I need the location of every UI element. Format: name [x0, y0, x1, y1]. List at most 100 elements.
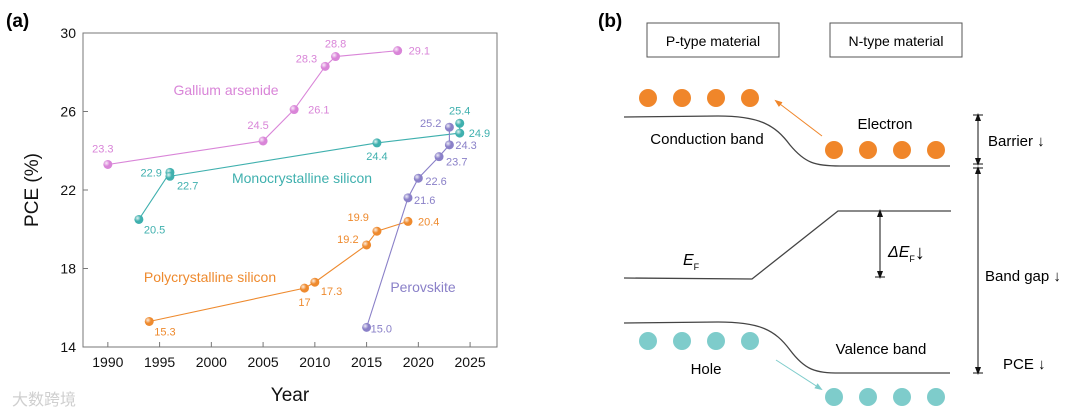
x-tick-label: 2000: [196, 354, 227, 370]
electron-dot: [707, 89, 725, 107]
electron-dot: [639, 89, 657, 107]
electron-dot: [859, 141, 877, 159]
series-perovskite: 15.0 21.6 22.623.7 24.3 25.2 Perovskite: [362, 118, 477, 335]
data-label: 20.5: [144, 224, 165, 236]
data-point-highlight: [455, 118, 465, 128]
series-polycrystalline-silicon: 15.3 17 17.3 19.2 19.9 20.4 Polycrystalline si…: [144, 212, 440, 338]
data-label: 22.7: [177, 180, 198, 192]
electron-label: Electron: [857, 116, 912, 133]
series-monocrystalline-silicon: 20.5 22.9 22.7 24.4 24.9 25.4 Monocrystalline …: [134, 105, 490, 236]
conduction-band-label: Conduction band: [650, 131, 763, 148]
electron-dot: [893, 141, 911, 159]
data-point-highlight: [362, 322, 372, 332]
band-gap-label: Band gap ↓: [985, 268, 1061, 285]
valence-band-label: Valence band: [836, 341, 927, 358]
data-label: 25.4: [449, 105, 470, 117]
data-point-highlight: [258, 136, 268, 146]
hole-dot: [741, 332, 759, 350]
panel-b-label: (b): [598, 11, 622, 32]
data-point-highlight: [165, 171, 175, 181]
hole-label: Hole: [691, 361, 722, 378]
data-point-highlight: [362, 240, 372, 250]
x-tick-label: 2015: [351, 354, 382, 370]
data-point-highlight: [413, 173, 423, 183]
data-label: 15.3: [154, 326, 175, 338]
hole-dot: [673, 332, 691, 350]
plot-frame: [82, 32, 498, 348]
y-tick-label: 14: [60, 339, 76, 355]
data-point-highlight: [393, 46, 403, 56]
electron-dot: [927, 141, 945, 159]
data-label: 21.6: [414, 195, 435, 207]
holes: [639, 332, 945, 406]
data-point-highlight: [134, 214, 144, 224]
p-type-box: [646, 22, 780, 58]
series-name-label: Polycrystalline silicon: [144, 269, 276, 285]
data-point-highlight: [403, 216, 413, 226]
data-point-highlight: [372, 226, 382, 236]
data-label: 17: [298, 297, 310, 309]
n-type-box: [829, 22, 963, 58]
data-label: 28.8: [325, 39, 346, 51]
x-tick-label: 1990: [92, 354, 123, 370]
x-tick-label: 2010: [299, 354, 330, 370]
data-label: 17.3: [321, 286, 342, 298]
panel-a-label: (a): [6, 11, 29, 32]
data-point-highlight: [299, 283, 309, 293]
data-label: 24.4: [366, 151, 387, 163]
hole-dot: [707, 332, 725, 350]
data-point-highlight: [310, 277, 320, 287]
data-label: 29.1: [409, 46, 430, 58]
data-point-highlight: [455, 128, 465, 138]
x-tick-label: 2020: [403, 354, 434, 370]
data-point-highlight: [289, 105, 299, 115]
data-label: 23.7: [446, 157, 467, 169]
hole-dot: [825, 388, 843, 406]
data-label: 19.9: [348, 212, 369, 224]
electron-dot: [673, 89, 691, 107]
data-label: 24.3: [455, 140, 476, 152]
x-tick-label: 2025: [455, 354, 486, 370]
pce-label: PCE ↓: [1003, 356, 1046, 373]
fermi-level-label: EF: [683, 252, 700, 272]
barrier-label: Barrier ↓: [988, 133, 1045, 150]
y-tick-label: 22: [60, 182, 76, 198]
conduction-band-line: [623, 115, 950, 167]
data-label: 26.1: [308, 105, 329, 117]
data-label: 23.3: [92, 143, 113, 155]
hole-dot: [639, 332, 657, 350]
watermark: 大数跨境: [12, 390, 76, 409]
series-name-label: Monocrystalline silicon: [232, 170, 372, 186]
pce-chart: 1990 1995 2000 2005 2010 2015 2020 2025 14 18 22 26…: [22, 25, 498, 406]
y-tick-label: 18: [60, 261, 76, 277]
data-point-highlight: [403, 193, 413, 203]
electrons: [639, 89, 945, 159]
series-line: [149, 220, 409, 323]
series-gallium-arsenide: 23.3 24.5 26.1 28.3 28.8 29.1 Gallium arsenide: [92, 39, 430, 169]
x-axis-title: Year: [271, 385, 310, 406]
data-label: 19.2: [337, 234, 358, 246]
data-label: 20.4: [418, 216, 439, 228]
x-tick-label: 2005: [248, 354, 279, 370]
data-point-highlight: [444, 140, 454, 150]
band-diagram: (b) P-type material N-type material Cond…: [598, 11, 1061, 406]
hole-arrow: [775, 359, 823, 391]
data-point-highlight: [320, 61, 330, 71]
series-name-label: Perovskite: [390, 279, 456, 295]
data-point-highlight: [331, 52, 341, 62]
data-label: 25.2: [420, 118, 441, 130]
data-point-highlight: [144, 316, 154, 326]
data-point-highlight: [103, 159, 113, 169]
hole-dot: [859, 388, 877, 406]
data-point-highlight: [372, 138, 382, 148]
hole-dot: [927, 388, 945, 406]
hole-dot: [893, 388, 911, 406]
data-label: 22.6: [425, 176, 446, 188]
x-tick-label: 1995: [144, 354, 175, 370]
y-tick-label: 26: [60, 104, 76, 120]
data-label: 24.5: [247, 120, 268, 132]
series-line: [107, 50, 398, 166]
data-point-highlight: [444, 122, 454, 132]
series-name-label: Gallium arsenide: [173, 82, 278, 98]
